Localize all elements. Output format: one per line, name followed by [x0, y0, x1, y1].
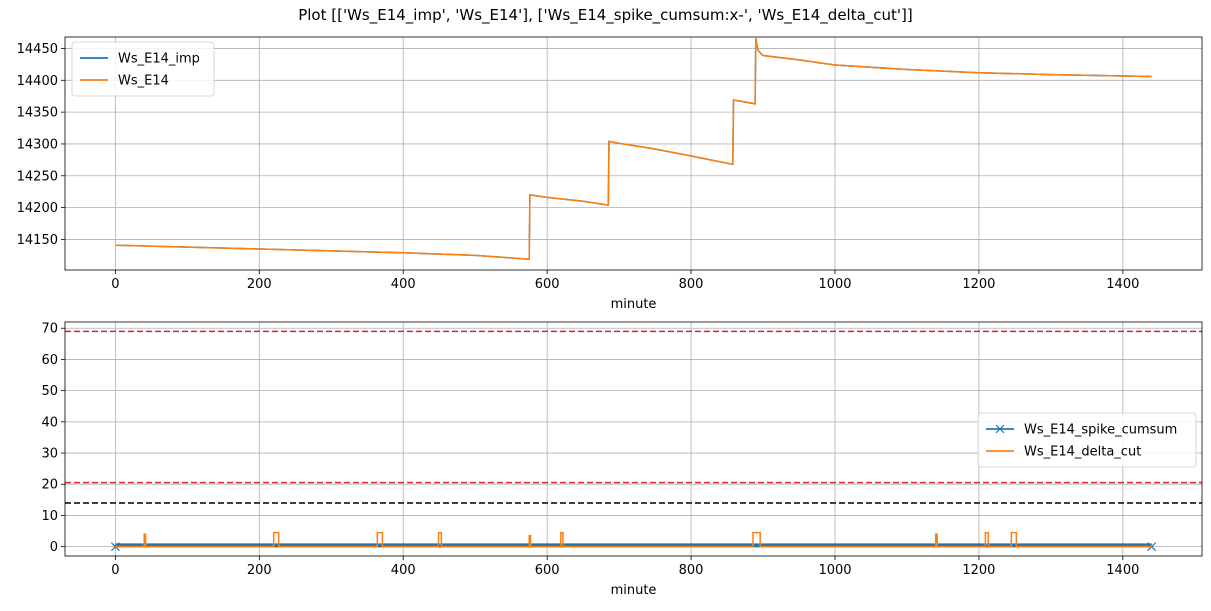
- y-tick-label: 14150: [17, 233, 58, 248]
- y-tick-label: 14400: [17, 74, 58, 89]
- y-tick-label: 0: [50, 540, 58, 555]
- x-tick-label: 800: [679, 277, 704, 292]
- y-tick-label: 30: [41, 447, 58, 462]
- x-tick-label: 400: [391, 277, 416, 292]
- legend-box: [977, 412, 1197, 468]
- legend-item: Ws_E14_delta_cut: [986, 445, 1141, 460]
- x-axis-label: minute: [611, 583, 657, 598]
- legend: Ws_E14_imp Ws_E14: [71, 41, 215, 97]
- y-tick-label: 14350: [17, 106, 58, 121]
- x-tick-label: 400: [391, 563, 416, 578]
- legend-marker: [995, 424, 1005, 434]
- legend-label: Ws_E14_delta_cut: [1024, 445, 1141, 460]
- y-tick-label: 70: [41, 322, 58, 337]
- legend-item: Ws_E14_imp: [80, 52, 200, 67]
- x-tick-label: 1200: [962, 277, 995, 292]
- x-tick-label: 0: [111, 277, 119, 292]
- data-point: [110, 542, 120, 552]
- y-tick-label: 14200: [17, 201, 58, 216]
- x-tick-label: 1000: [818, 277, 851, 292]
- series-band-Ws_E14_spike_cumsum: [115, 544, 1152, 547]
- x-tick-label: 1400: [1106, 277, 1139, 292]
- x-axis-label: minute: [611, 297, 657, 312]
- x-tick-label: 200: [247, 277, 272, 292]
- y-tick-label: 14450: [17, 42, 58, 57]
- axes-frame: [64, 321, 1203, 557]
- x-tick-label: 800: [679, 563, 704, 578]
- y-tick-label: 50: [41, 384, 58, 399]
- series-line-Ws_E14: [115, 38, 1152, 261]
- plot-area: [115, 38, 1152, 261]
- x-tick-label: 1200: [962, 563, 995, 578]
- legend: Ws_E14_spike_cumsum Ws_E14_delta_cut: [977, 412, 1197, 468]
- x-tick-label: 200: [247, 563, 272, 578]
- y-tick-label: 14250: [17, 169, 58, 184]
- series-line-Ws_E14_imp: [115, 38, 1152, 261]
- series-line-Ws_E14_delta_cut: [115, 531, 1152, 548]
- plot-area: [65, 330, 1202, 552]
- figure-title: Plot [['Ws_E14_imp', 'Ws_E14'], ['Ws_E14…: [298, 6, 913, 24]
- y-tick-label: 60: [41, 353, 58, 368]
- axes-frame: [64, 36, 1203, 271]
- y-tick-label: 40: [41, 415, 58, 430]
- x-tick-label: 600: [535, 277, 560, 292]
- y-tick-label: 10: [41, 509, 58, 524]
- legend-item: Ws_E14: [80, 74, 169, 89]
- x-tick-label: 1400: [1106, 563, 1139, 578]
- x-tick-label: 1000: [818, 563, 851, 578]
- y-tick-label: 14300: [17, 137, 58, 152]
- legend-item: Ws_E14_spike_cumsum: [986, 423, 1177, 438]
- y-tick-label: 20: [41, 478, 58, 493]
- series-markers-Ws_E14_spike_cumsum: [110, 542, 1157, 552]
- data-point: [1147, 542, 1157, 552]
- legend-box: [71, 41, 215, 97]
- legend-label: Ws_E14: [118, 74, 169, 89]
- legend-label: Ws_E14_imp: [118, 52, 200, 67]
- axes-1: 0 200 400 600 800 1000 1200 1400 14150 14200 14250…: [17, 36, 1203, 312]
- legend-label: Ws_E14_spike_cumsum: [1024, 423, 1177, 438]
- x-tick-label: 600: [535, 563, 560, 578]
- x-tick-label: 0: [111, 563, 119, 578]
- axes-2: 0 200 400 600 800 1000 1200 1400 0 10 20 30 40 50 60 70…: [41, 321, 1203, 598]
